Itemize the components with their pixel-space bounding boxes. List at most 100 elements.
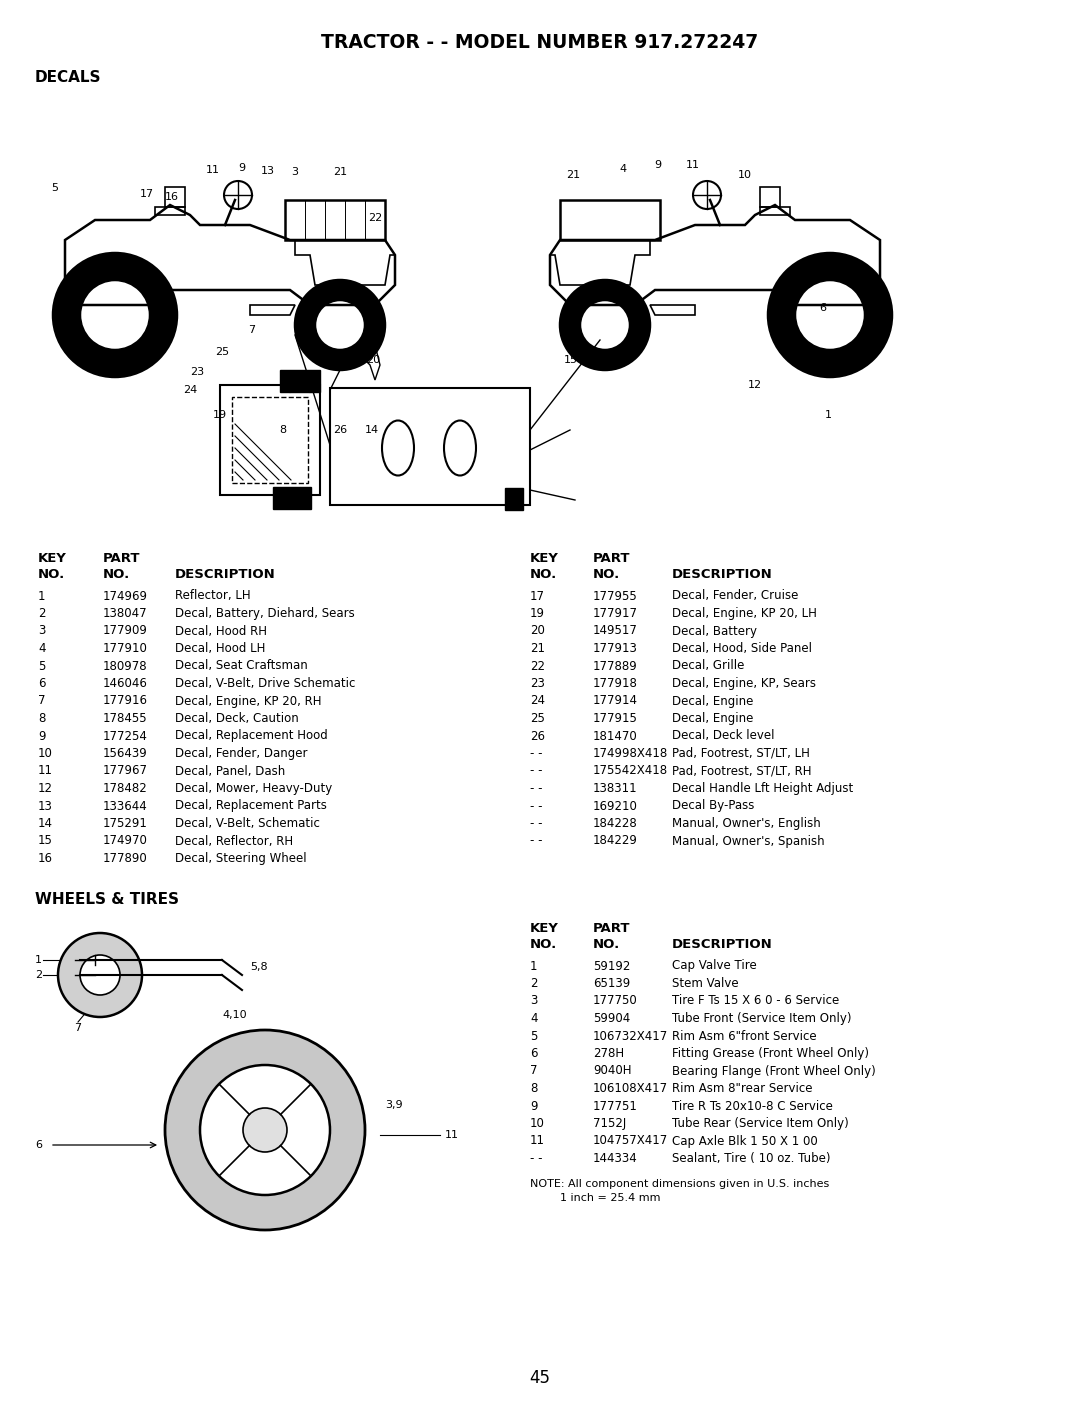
Text: 174998X418: 174998X418 xyxy=(593,747,669,760)
Text: 133644: 133644 xyxy=(103,799,148,813)
Text: 25: 25 xyxy=(215,348,229,358)
Text: - -: - - xyxy=(530,782,542,795)
Text: Reflector, LH: Reflector, LH xyxy=(175,589,251,603)
Text: DESCRIPTION: DESCRIPTION xyxy=(175,568,275,582)
Text: 5: 5 xyxy=(530,1029,538,1043)
Text: 16: 16 xyxy=(38,852,53,865)
Text: 3: 3 xyxy=(530,994,538,1008)
Text: Decal, Replacement Hood: Decal, Replacement Hood xyxy=(175,729,327,743)
Text: 2: 2 xyxy=(35,970,42,980)
Text: 106108X417: 106108X417 xyxy=(593,1082,669,1095)
Text: 8: 8 xyxy=(530,1082,538,1095)
Text: 184229: 184229 xyxy=(593,834,638,847)
Circle shape xyxy=(53,252,177,377)
Text: Sealant, Tire ( 10 oz. Tube): Sealant, Tire ( 10 oz. Tube) xyxy=(672,1152,831,1165)
Text: 9: 9 xyxy=(239,163,245,172)
Text: 17: 17 xyxy=(530,589,545,603)
Text: Decal, Deck, Caution: Decal, Deck, Caution xyxy=(175,712,299,725)
Text: 175291: 175291 xyxy=(103,817,148,830)
Text: 15: 15 xyxy=(38,834,53,847)
Text: 1: 1 xyxy=(35,955,42,965)
Text: Stem Valve: Stem Valve xyxy=(672,977,739,990)
Text: Manual, Owner's, Spanish: Manual, Owner's, Spanish xyxy=(672,834,825,847)
Text: 177916: 177916 xyxy=(103,694,148,708)
Text: 22: 22 xyxy=(530,659,545,673)
Text: 2: 2 xyxy=(305,325,311,335)
Text: 138047: 138047 xyxy=(103,607,148,620)
Text: Decal, Hood, Side Panel: Decal, Hood, Side Panel xyxy=(672,642,812,655)
Text: 45: 45 xyxy=(529,1368,551,1387)
Text: 4,10: 4,10 xyxy=(222,1009,247,1021)
Text: 177955: 177955 xyxy=(593,589,638,603)
Circle shape xyxy=(561,280,650,370)
Text: Decal, Deck level: Decal, Deck level xyxy=(672,729,774,743)
Text: NO.: NO. xyxy=(103,568,131,582)
Text: 5,8: 5,8 xyxy=(249,962,268,972)
Text: 2: 2 xyxy=(38,607,45,620)
Text: Manual, Owner's, English: Manual, Owner's, English xyxy=(672,817,821,830)
Text: Tube Front (Service Item Only): Tube Front (Service Item Only) xyxy=(672,1012,851,1025)
Text: 17: 17 xyxy=(140,189,154,199)
Bar xyxy=(330,388,530,505)
Text: Cap Valve Tire: Cap Valve Tire xyxy=(672,959,757,973)
Text: TRACTOR - - MODEL NUMBER 917.272247: TRACTOR - - MODEL NUMBER 917.272247 xyxy=(322,32,758,52)
Text: 177889: 177889 xyxy=(593,659,638,673)
Circle shape xyxy=(768,252,892,377)
Text: 1 inch = 25.4 mm: 1 inch = 25.4 mm xyxy=(561,1193,661,1203)
Text: 23: 23 xyxy=(190,367,204,377)
Text: - -: - - xyxy=(530,817,542,830)
Text: Decal, Grille: Decal, Grille xyxy=(672,659,744,673)
Text: 177917: 177917 xyxy=(593,607,638,620)
Text: 4: 4 xyxy=(38,642,45,655)
Text: 149517: 149517 xyxy=(593,624,638,638)
Text: 177909: 177909 xyxy=(103,624,148,638)
Text: 3: 3 xyxy=(38,624,45,638)
Text: Cap Axle Blk 1 50 X 1 00: Cap Axle Blk 1 50 X 1 00 xyxy=(672,1134,818,1147)
Text: Decal, Engine, KP 20, LH: Decal, Engine, KP 20, LH xyxy=(672,607,816,620)
Circle shape xyxy=(295,280,384,370)
Text: Decal, Fender, Danger: Decal, Fender, Danger xyxy=(175,747,308,760)
Text: 13: 13 xyxy=(261,165,275,177)
Text: NO.: NO. xyxy=(593,568,620,582)
Text: 8: 8 xyxy=(280,425,286,435)
Text: 25: 25 xyxy=(530,712,545,725)
Text: 3: 3 xyxy=(292,167,298,177)
Text: 12: 12 xyxy=(748,380,762,390)
Text: Bearing Flange (Front Wheel Only): Bearing Flange (Front Wheel Only) xyxy=(672,1064,876,1078)
Text: 21: 21 xyxy=(530,642,545,655)
Text: 178482: 178482 xyxy=(103,782,148,795)
Bar xyxy=(220,386,320,495)
Text: 26: 26 xyxy=(530,729,545,743)
Circle shape xyxy=(243,1108,287,1152)
Text: PART: PART xyxy=(593,551,631,565)
Text: 174970: 174970 xyxy=(103,834,148,847)
Text: NOTE: All component dimensions given in U.S. inches: NOTE: All component dimensions given in … xyxy=(530,1179,829,1189)
Text: Tube Rear (Service Item Only): Tube Rear (Service Item Only) xyxy=(672,1117,849,1130)
Text: 7: 7 xyxy=(38,694,45,708)
Text: 278H: 278H xyxy=(593,1047,624,1060)
Text: DECALS: DECALS xyxy=(35,70,102,86)
Text: Decal, Steering Wheel: Decal, Steering Wheel xyxy=(175,852,307,865)
Text: 59192: 59192 xyxy=(593,959,631,973)
Text: 14: 14 xyxy=(365,425,379,435)
Text: NO.: NO. xyxy=(593,938,620,952)
Text: WHEELS & TIRES: WHEELS & TIRES xyxy=(35,893,179,907)
Text: DESCRIPTION: DESCRIPTION xyxy=(672,568,773,582)
Text: Decal, Engine: Decal, Engine xyxy=(672,694,754,708)
Text: Decal, Engine, KP, Sears: Decal, Engine, KP, Sears xyxy=(672,677,816,690)
Text: NO.: NO. xyxy=(530,568,557,582)
Text: 104757X417: 104757X417 xyxy=(593,1134,669,1147)
Text: 177913: 177913 xyxy=(593,642,638,655)
Text: 9040H: 9040H xyxy=(593,1064,632,1078)
Text: 144334: 144334 xyxy=(593,1152,638,1165)
Text: 177967: 177967 xyxy=(103,764,148,778)
Text: 13: 13 xyxy=(38,799,53,813)
Circle shape xyxy=(165,1030,365,1230)
Text: 15: 15 xyxy=(564,355,578,365)
Text: 21: 21 xyxy=(566,170,580,179)
Text: Decal, Replacement Parts: Decal, Replacement Parts xyxy=(175,799,327,813)
Text: 106732X417: 106732X417 xyxy=(593,1029,669,1043)
Text: Tire R Ts 20x10-8 C Service: Tire R Ts 20x10-8 C Service xyxy=(672,1099,833,1113)
Text: 3,9: 3,9 xyxy=(384,1101,403,1110)
Text: PART: PART xyxy=(593,921,631,935)
